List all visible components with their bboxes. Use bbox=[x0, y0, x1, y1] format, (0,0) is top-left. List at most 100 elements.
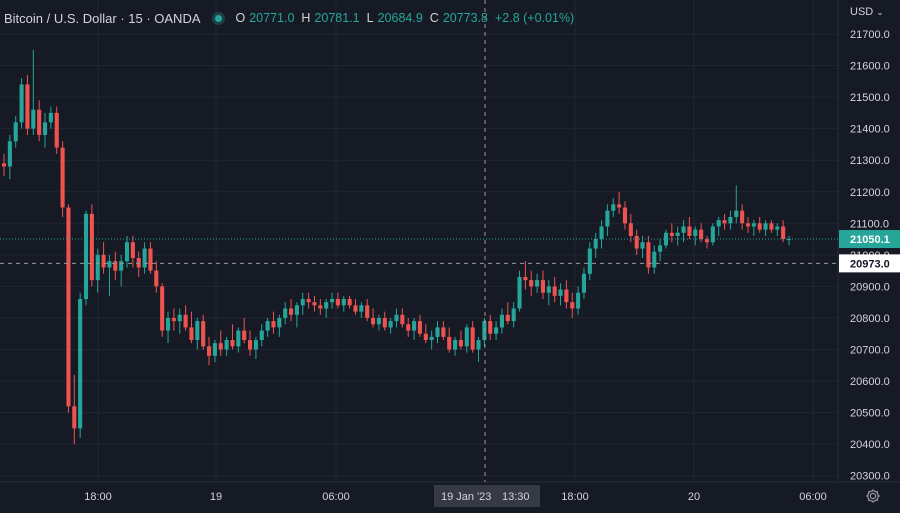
candle bbox=[19, 78, 24, 129]
candle bbox=[763, 220, 768, 236]
candle-body bbox=[634, 235, 639, 249]
candle bbox=[441, 321, 446, 341]
candle-body bbox=[83, 213, 89, 300]
candle-body bbox=[494, 327, 499, 334]
price-tick-label: 20500.0 bbox=[850, 408, 890, 420]
candle-body bbox=[757, 223, 762, 230]
candle-body bbox=[417, 321, 422, 334]
candle-body bbox=[435, 327, 440, 337]
time-tick-label: 20 bbox=[688, 491, 700, 503]
candle-body bbox=[535, 280, 540, 287]
candle-body bbox=[728, 216, 733, 224]
candle-body bbox=[136, 258, 141, 268]
candle bbox=[740, 204, 745, 230]
candle bbox=[283, 302, 288, 325]
candle-body bbox=[704, 239, 710, 243]
candle-body bbox=[775, 226, 780, 230]
symbol-legend: Bitcoin / U.S. Dollar · 15 · OANDA O 2077… bbox=[4, 8, 577, 28]
currency-selector[interactable]: USD ⌄ bbox=[850, 6, 884, 18]
candle-body bbox=[763, 223, 768, 230]
candle bbox=[775, 223, 780, 236]
candle bbox=[482, 317, 487, 347]
price-tick-label: 21700.0 bbox=[850, 29, 890, 41]
candle bbox=[429, 330, 434, 350]
candle-body bbox=[335, 299, 340, 306]
candle bbox=[470, 321, 475, 353]
candle-body bbox=[25, 84, 30, 129]
candle bbox=[195, 317, 200, 350]
time-tick-label: 19 bbox=[210, 491, 222, 503]
candle-body bbox=[464, 327, 469, 347]
candle bbox=[458, 330, 463, 350]
candle-body bbox=[406, 324, 411, 331]
candle bbox=[769, 220, 774, 233]
candle-body bbox=[482, 321, 487, 341]
last-price-value: 21050.1 bbox=[850, 234, 890, 246]
ohlc-values: O 20771.0 H 20781.1 L 20684.9 C 20773.8 +2.8… bbox=[236, 11, 578, 25]
candle-body bbox=[505, 314, 510, 322]
candle-body bbox=[365, 305, 370, 318]
candle-body bbox=[622, 207, 628, 224]
time-scale[interactable]: 18:00 19 06:00 18:00 20 06:00 bbox=[84, 491, 827, 503]
candle bbox=[312, 295, 317, 312]
candle bbox=[359, 302, 364, 318]
candle-body bbox=[769, 223, 774, 230]
candle-body bbox=[31, 109, 36, 129]
candle bbox=[206, 336, 212, 366]
candle bbox=[646, 235, 651, 274]
candle bbox=[60, 141, 65, 217]
candle-body bbox=[488, 321, 493, 334]
candle bbox=[95, 248, 100, 293]
candle bbox=[160, 283, 165, 337]
candle bbox=[201, 314, 206, 350]
candle bbox=[599, 220, 604, 249]
candle bbox=[423, 324, 428, 344]
candle-body bbox=[195, 321, 200, 341]
candle-body bbox=[189, 327, 194, 341]
symbol-title[interactable]: Bitcoin / U.S. Dollar · 15 · OANDA bbox=[4, 10, 201, 26]
candle bbox=[247, 330, 253, 356]
candle-body bbox=[66, 207, 71, 407]
candle bbox=[388, 317, 393, 334]
low-value: 20684.9 bbox=[377, 11, 423, 25]
candle-body bbox=[675, 232, 680, 236]
candle-body bbox=[652, 251, 657, 268]
candle bbox=[242, 317, 247, 344]
candle bbox=[72, 374, 77, 445]
crosshair-time-label: 19 Jan '23 13:30 bbox=[434, 485, 540, 507]
candle-body bbox=[529, 280, 534, 287]
candle bbox=[447, 327, 452, 353]
candle bbox=[289, 299, 294, 322]
candle-body bbox=[224, 340, 229, 350]
currency-label: USD bbox=[850, 6, 874, 18]
candle bbox=[253, 336, 258, 359]
candle-body bbox=[734, 210, 739, 217]
candle bbox=[230, 324, 235, 350]
close-value: 20773.8 bbox=[442, 11, 488, 25]
candle-body bbox=[517, 276, 522, 309]
candle-body bbox=[669, 232, 674, 236]
candle bbox=[318, 299, 323, 315]
candle bbox=[663, 229, 669, 249]
candle-body bbox=[599, 226, 604, 240]
candle-body bbox=[371, 317, 376, 325]
candle bbox=[535, 273, 540, 293]
candle-body bbox=[576, 292, 581, 309]
candle-body bbox=[19, 84, 24, 123]
candle bbox=[622, 201, 628, 230]
candle-body bbox=[60, 147, 65, 208]
candle bbox=[699, 223, 704, 243]
gear-icon[interactable] bbox=[864, 487, 882, 505]
candle-body bbox=[640, 242, 645, 249]
candle-body bbox=[218, 343, 223, 350]
candle bbox=[435, 321, 440, 344]
candle bbox=[453, 336, 458, 356]
candle bbox=[13, 116, 18, 148]
candle-body bbox=[441, 327, 446, 337]
candle-body bbox=[283, 308, 288, 318]
change-value: +2.8 (+0.01%) bbox=[495, 11, 575, 25]
candle bbox=[347, 295, 352, 309]
candle-body bbox=[699, 229, 704, 240]
candle bbox=[570, 292, 575, 318]
